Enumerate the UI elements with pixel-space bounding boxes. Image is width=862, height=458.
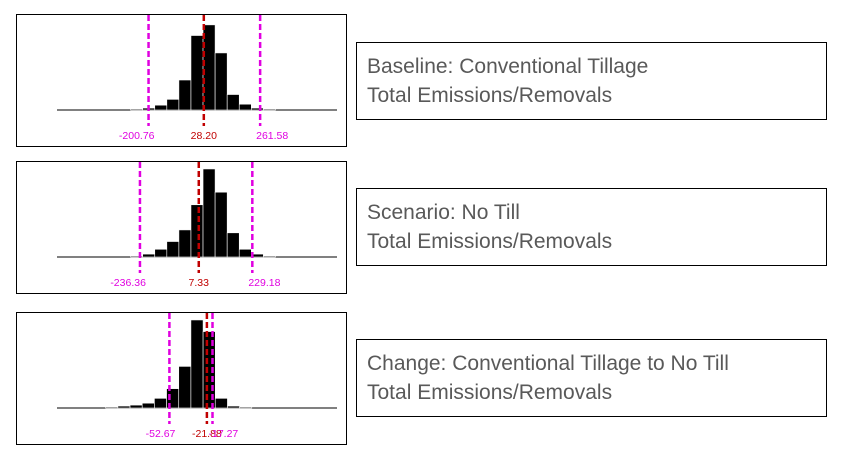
caption-change-line2: Total Emissions/Removals: [367, 381, 613, 404]
histogram-bar: [166, 241, 180, 258]
histogram-bar: [154, 104, 168, 111]
caption-change: Change: Conventional Tillage to No Till …: [356, 339, 827, 417]
caption-baseline: Baseline: Conventional Tillage Total Emi…: [356, 42, 827, 120]
histogram-panel-baseline: -200.76 28.20 261.58: [16, 14, 347, 147]
histogram-bar: [190, 35, 204, 111]
caption-scenario-line2: Total Emissions/Removals: [367, 230, 613, 253]
mean-label: 7.33: [189, 277, 210, 289]
histogram-bar: [226, 232, 240, 258]
upper-bound-label: -17.27: [208, 428, 238, 440]
upper-bound-label: 229.18: [248, 277, 280, 289]
histogram-bar: [239, 406, 253, 409]
histogram-bar: [263, 108, 276, 111]
histogram-panel-change: -52.67 -21.88 -17.27: [16, 312, 347, 445]
histogram-bar: [129, 404, 143, 409]
upper-bound-label: 261.58: [256, 130, 288, 142]
histogram-bar: [142, 253, 156, 258]
histogram-bar: [190, 319, 204, 409]
lower-bound-label: -52.67: [146, 428, 176, 440]
histogram-chart-scenario: -236.36 7.33 229.18: [57, 162, 337, 289]
histogram-bar: [251, 107, 264, 111]
histogram-bar: [178, 229, 192, 258]
histogram-bar: [238, 103, 252, 111]
histogram-bar: [117, 405, 131, 409]
caption-scenario-line1: Scenario: No Till: [367, 201, 520, 224]
histogram-bar: [166, 99, 180, 111]
histogram-bar: [214, 52, 228, 111]
histogram-bar: [178, 366, 192, 409]
caption-scenario: Scenario: No Till Total Emissions/Remova…: [356, 188, 827, 266]
histogram-bar: [154, 398, 167, 409]
histogram-bar: [214, 191, 228, 258]
histogram-bar: [238, 248, 252, 258]
histogram-bar: [190, 204, 204, 258]
histogram-chart-change: -52.67 -21.88-17.27: [57, 313, 337, 440]
lower-bound-label: -200.76: [119, 130, 155, 142]
histogram-chart-baseline: -200.76 28.20 261.58: [57, 15, 337, 142]
caption-baseline-line2: Total Emissions/Removals: [367, 84, 613, 107]
caption-baseline-line1: Baseline: Conventional Tillage: [367, 55, 649, 78]
histogram-bar: [105, 406, 119, 409]
histogram-bar: [227, 405, 240, 409]
caption-change-line1: Change: Conventional Tillage to No Till: [367, 352, 729, 375]
histogram-bar: [202, 168, 216, 258]
histogram-bar: [178, 79, 192, 111]
histogram-bar: [214, 398, 228, 409]
histogram-bar: [154, 248, 168, 258]
mean-label: 28.20: [191, 130, 217, 142]
lower-bound-label: -236.36: [110, 277, 146, 289]
mean-label: -21.88: [192, 428, 222, 440]
histogram-bar: [141, 402, 155, 409]
histogram-bar: [226, 94, 240, 111]
histogram-panel-scenario: -236.36 7.33 229.18: [16, 161, 347, 294]
histogram-bar: [130, 108, 143, 111]
histogram-bar: [263, 255, 276, 258]
